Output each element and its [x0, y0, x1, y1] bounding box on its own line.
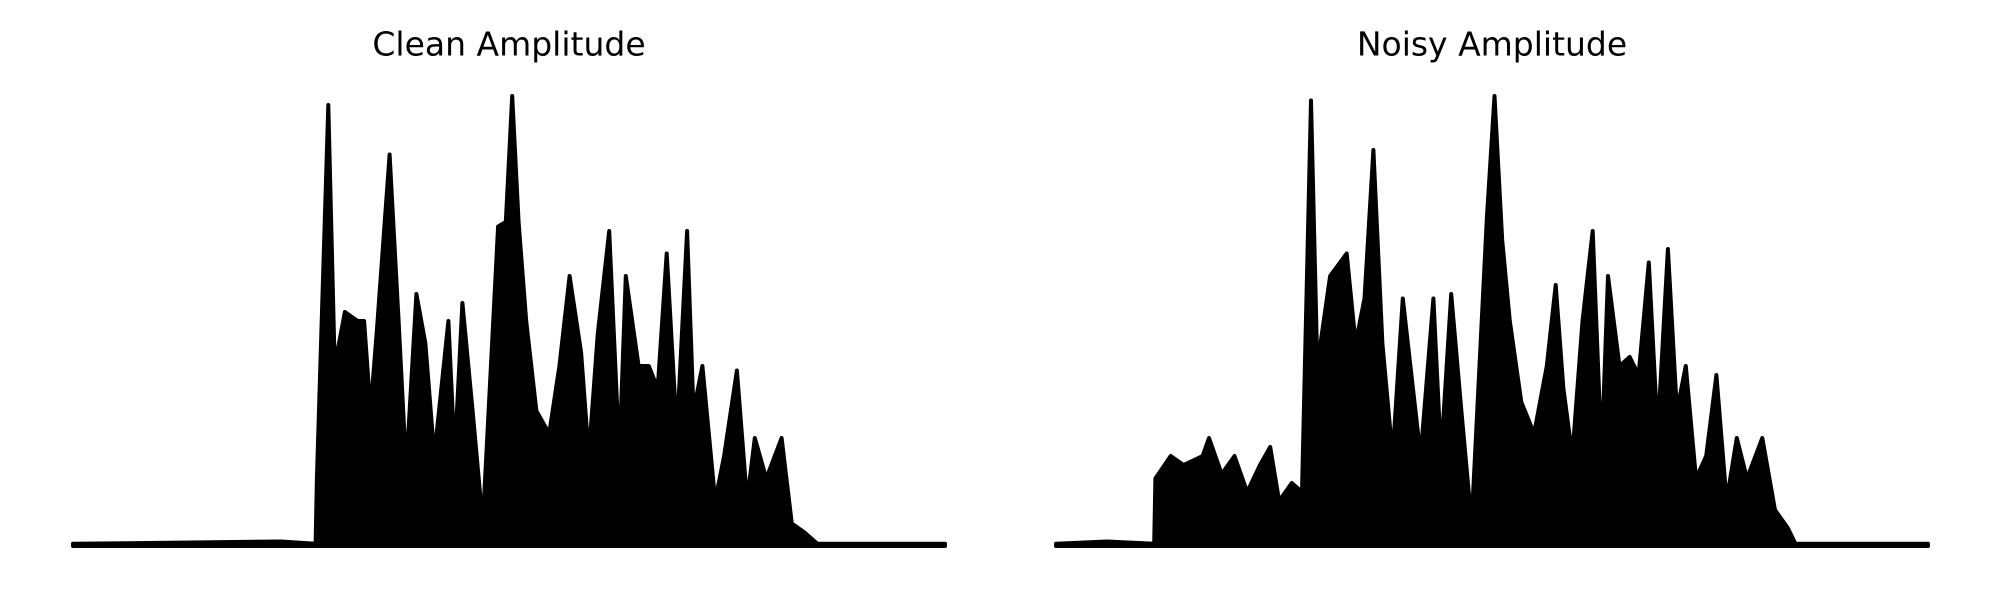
- amplitude-area: [71, 94, 947, 548]
- chart-title: Clean Amplitude: [372, 25, 645, 64]
- amplitude-area: [1054, 94, 1930, 548]
- chart-title: Noisy Amplitude: [1357, 25, 1627, 64]
